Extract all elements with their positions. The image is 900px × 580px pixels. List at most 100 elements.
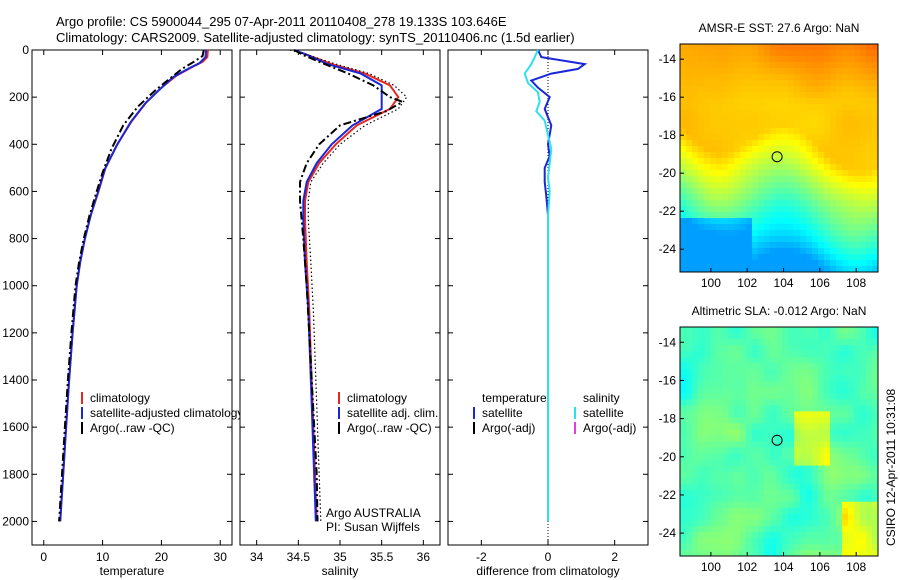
- sst-map-panel: 100 102 104 106 108-14-16-18-20-22-24AMSR-E …: [659, 21, 879, 290]
- sst-map-cell: [842, 224, 849, 231]
- sla-map-cell: [716, 525, 723, 533]
- temperature-xlabel: temperature: [100, 564, 165, 578]
- sla-map-cell: [872, 417, 878, 425]
- sla-map-cell: [716, 345, 723, 352]
- sla-map-cell: [704, 405, 711, 412]
- sst-map-cell: [716, 218, 723, 225]
- sst-map-cell: [680, 260, 687, 267]
- sst-map-cell: [722, 218, 729, 225]
- sla-map-cell: [752, 435, 759, 443]
- sst-map-cell: [800, 206, 807, 213]
- sst-map-cell: [722, 140, 729, 147]
- sla-map-cell: [824, 501, 831, 509]
- sst-map-cell: [680, 182, 687, 189]
- sst-map-cell: [734, 116, 741, 123]
- sla-map-cell: [770, 495, 777, 503]
- sst-map-cell: [710, 140, 717, 147]
- sla-map-cell: [728, 399, 735, 406]
- sst-map-cell: [818, 164, 825, 171]
- sla-map-cell: [680, 363, 687, 370]
- sla-map-cell: [818, 381, 825, 388]
- sst-map-cell: [854, 248, 861, 255]
- sla-map-cell: [860, 549, 867, 556]
- sla-map-cell: [866, 531, 873, 539]
- sla-map-cell: [770, 363, 777, 370]
- sla-map-cell: [818, 447, 825, 455]
- sst-map-cell: [860, 110, 867, 117]
- sla-map-cell: [782, 429, 789, 437]
- sla-map-cell: [842, 453, 849, 461]
- sst-map-cell: [782, 68, 789, 75]
- sst-map-cell: [704, 104, 711, 111]
- sst-map-cell: [794, 128, 801, 135]
- sst-map-cell: [758, 128, 765, 135]
- sst-map-cell: [836, 68, 843, 75]
- sla-map-cell: [854, 525, 861, 533]
- sla-map-cell: [788, 477, 795, 485]
- sst-map-cell: [782, 80, 789, 87]
- sla-map-cell: [836, 345, 843, 352]
- sla-map-cell: [800, 459, 807, 467]
- sla-map-cell: [818, 429, 825, 437]
- sla-map-cell: [704, 507, 711, 515]
- sla-map-cell: [752, 417, 759, 425]
- sst-map-cell: [770, 158, 777, 165]
- sla-map-cell: [866, 399, 873, 406]
- sst-map-cell: [776, 176, 783, 183]
- sst-map-cell: [860, 134, 867, 141]
- sla-map-cell: [728, 513, 735, 521]
- sst-map-cell: [812, 200, 819, 207]
- sla-map-cell: [746, 327, 753, 334]
- salinity-series-1: [293, 49, 383, 522]
- sla-map-cell: [746, 549, 753, 556]
- sla-map-cell: [704, 345, 711, 352]
- sst-map-cell: [860, 86, 867, 93]
- sst-map-cell: [830, 146, 837, 153]
- sst-map-cell: [746, 176, 753, 183]
- sst-map-cell: [692, 266, 699, 272]
- sst-map-cell: [728, 146, 735, 153]
- sst-map-cell: [764, 206, 771, 213]
- sst-map-cell: [728, 170, 735, 177]
- sst-map-cell: [794, 134, 801, 141]
- sst-map-cell: [686, 218, 693, 225]
- sst-map-cell: [812, 68, 819, 75]
- sst-map-cell: [704, 218, 711, 225]
- sla-map-cell: [776, 345, 783, 352]
- sla-map-cell: [836, 423, 843, 431]
- sst-map-cell: [764, 140, 771, 147]
- sla-map-cell: [830, 405, 837, 412]
- sla-map-cell: [722, 399, 729, 406]
- sla-map-cell: [704, 519, 711, 527]
- sla-map-cell: [680, 531, 687, 539]
- sst-map-cell: [746, 206, 753, 213]
- sst-map-cell: [758, 50, 765, 57]
- sla-map-cell: [794, 405, 801, 412]
- sla-map-cell: [776, 447, 783, 455]
- sla-map-cell: [860, 327, 867, 334]
- sla-map-cell: [770, 381, 777, 388]
- sla-map-cell: [842, 441, 849, 449]
- sla-map-cell: [800, 429, 807, 437]
- sla-map-cell: [740, 375, 747, 382]
- sla-map-cell: [686, 447, 693, 455]
- salinity-xtick-label: 34: [250, 550, 264, 564]
- sla-map-cell: [680, 525, 687, 533]
- sst-map-cell: [728, 242, 735, 249]
- sst-map-cell: [758, 116, 765, 123]
- sst-map-cell: [698, 164, 705, 171]
- sla-map-cell: [704, 399, 711, 406]
- sst-map-cell: [734, 170, 741, 177]
- sla-map-cell: [854, 459, 861, 467]
- sla-map-cell: [746, 381, 753, 388]
- sst-map-cell: [710, 92, 717, 99]
- sst-map-cell: [848, 170, 855, 177]
- sst-map-cell: [758, 188, 765, 195]
- sla-map-cell: [698, 345, 705, 352]
- sst-map-cell: [734, 146, 741, 153]
- sst-map-cell: [836, 218, 843, 225]
- sla-map-cell: [758, 483, 765, 491]
- sst-map-cell: [770, 122, 777, 129]
- sst-map-cell: [794, 236, 801, 243]
